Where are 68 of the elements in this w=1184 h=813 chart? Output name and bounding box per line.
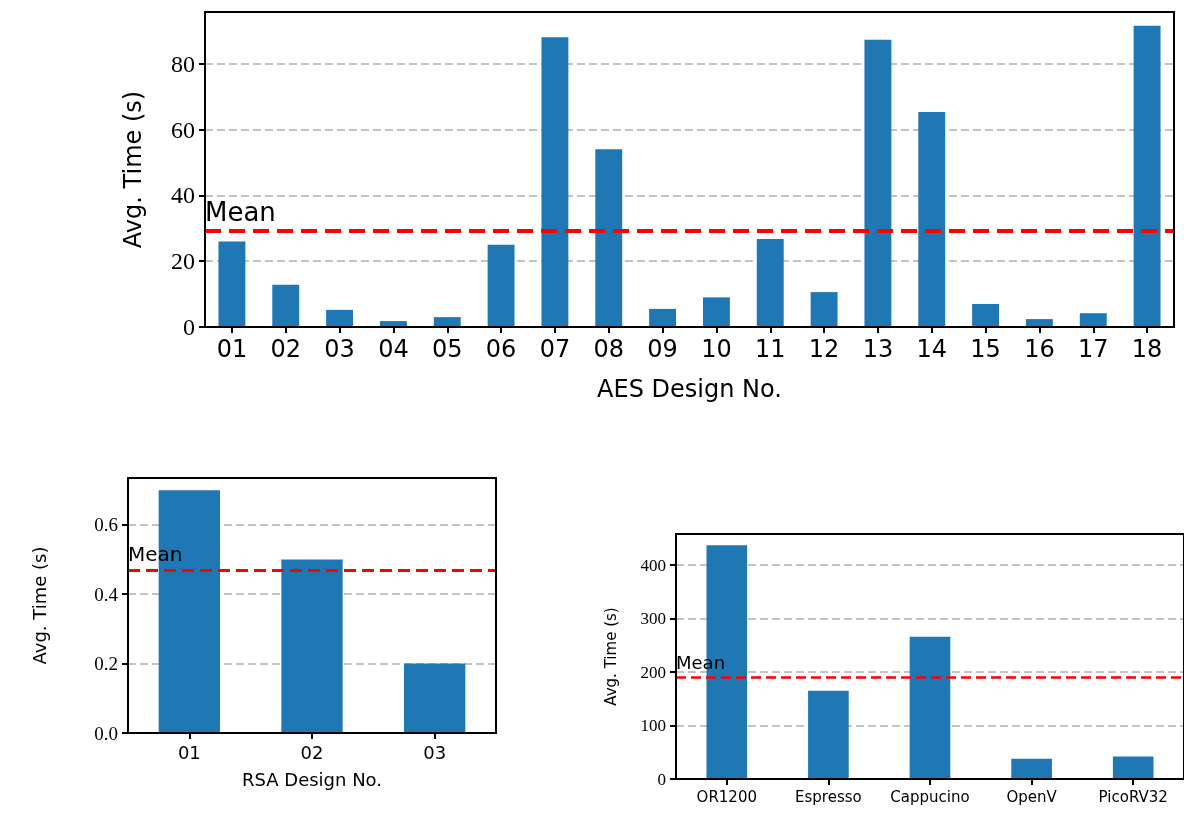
x-tick-label: 07 xyxy=(539,335,571,363)
x-tick-label: Cappucino xyxy=(890,787,970,806)
x-tick-label: 02 xyxy=(270,335,302,363)
y-tick-label: 0.4 xyxy=(94,583,119,605)
y-tick-label: 20 xyxy=(171,248,195,275)
y-axis-title: Avg. Time (s) xyxy=(601,607,620,706)
x-tick-label: 16 xyxy=(1024,335,1055,363)
bar xyxy=(595,149,623,327)
bar xyxy=(810,292,838,327)
x-tick-label: 05 xyxy=(431,335,463,363)
bar xyxy=(1112,756,1154,779)
y-axis-title: Avg. Time (s) xyxy=(119,90,147,249)
bar xyxy=(218,241,246,327)
x-tick-label: 18 xyxy=(1131,335,1163,363)
x-axis-title: AES Design No. xyxy=(597,375,782,404)
x-tick-label: 15 xyxy=(970,335,1001,363)
bar xyxy=(487,244,515,327)
y-tick-label: 200 xyxy=(640,662,666,682)
bar xyxy=(1011,758,1052,779)
x-tick-label: 10 xyxy=(701,335,732,363)
bar xyxy=(864,39,892,327)
x-tick-label: PicoRV32 xyxy=(1098,787,1168,806)
bar xyxy=(281,559,343,733)
y-tick-label: 100 xyxy=(640,716,666,736)
x-tick-label: 04 xyxy=(378,335,409,363)
y-tick-label: 400 xyxy=(640,555,666,575)
y-tick-label: 0.2 xyxy=(94,653,118,675)
x-tick-label: 14 xyxy=(916,335,948,363)
x-tick-label: OR1200 xyxy=(696,787,757,806)
x-tick-label: 11 xyxy=(754,335,786,363)
y-tick-label: 0 xyxy=(183,314,195,340)
x-axis-title: RSA Design No. xyxy=(241,769,383,791)
x-tick-label: 03 xyxy=(423,741,447,763)
bar xyxy=(756,239,784,327)
bar xyxy=(649,308,677,327)
y-tick-label: 0 xyxy=(657,769,666,789)
x-tick-label: 09 xyxy=(647,335,678,363)
y-tick-label: 0.6 xyxy=(94,514,118,536)
x-tick-label: OpenV xyxy=(1006,787,1058,806)
bar xyxy=(272,284,300,327)
x-tick-label: 08 xyxy=(593,335,625,363)
y-tick-label: 300 xyxy=(640,609,666,629)
x-tick-label: 02 xyxy=(300,741,324,763)
y-axis-title: Avg. Time (s) xyxy=(28,546,50,665)
x-tick-label: 03 xyxy=(324,335,355,363)
x-tick-label: 17 xyxy=(1077,335,1109,363)
bar xyxy=(1079,313,1107,327)
x-tick-label: 01 xyxy=(177,741,201,763)
y-tick-label: 40 xyxy=(171,182,195,209)
bar xyxy=(404,663,466,733)
x-tick-label: 06 xyxy=(485,335,517,363)
bar xyxy=(702,297,730,327)
bar xyxy=(541,37,569,327)
y-tick-label: 80 xyxy=(171,50,195,77)
bar xyxy=(1133,25,1161,327)
bar xyxy=(808,690,849,779)
x-tick-label: 13 xyxy=(862,335,894,363)
x-tick-label: 12 xyxy=(808,335,840,363)
ref-line-label: Mean xyxy=(205,196,276,227)
x-tick-label: Espresso xyxy=(795,787,862,806)
y-tick-label: 60 xyxy=(171,116,195,143)
y-tick-label: 0.0 xyxy=(94,722,118,744)
x-tick-label: 01 xyxy=(216,335,248,363)
bar xyxy=(326,309,354,327)
bar xyxy=(972,303,1000,327)
bar xyxy=(918,112,946,327)
bar xyxy=(433,317,461,327)
bar xyxy=(909,636,951,779)
